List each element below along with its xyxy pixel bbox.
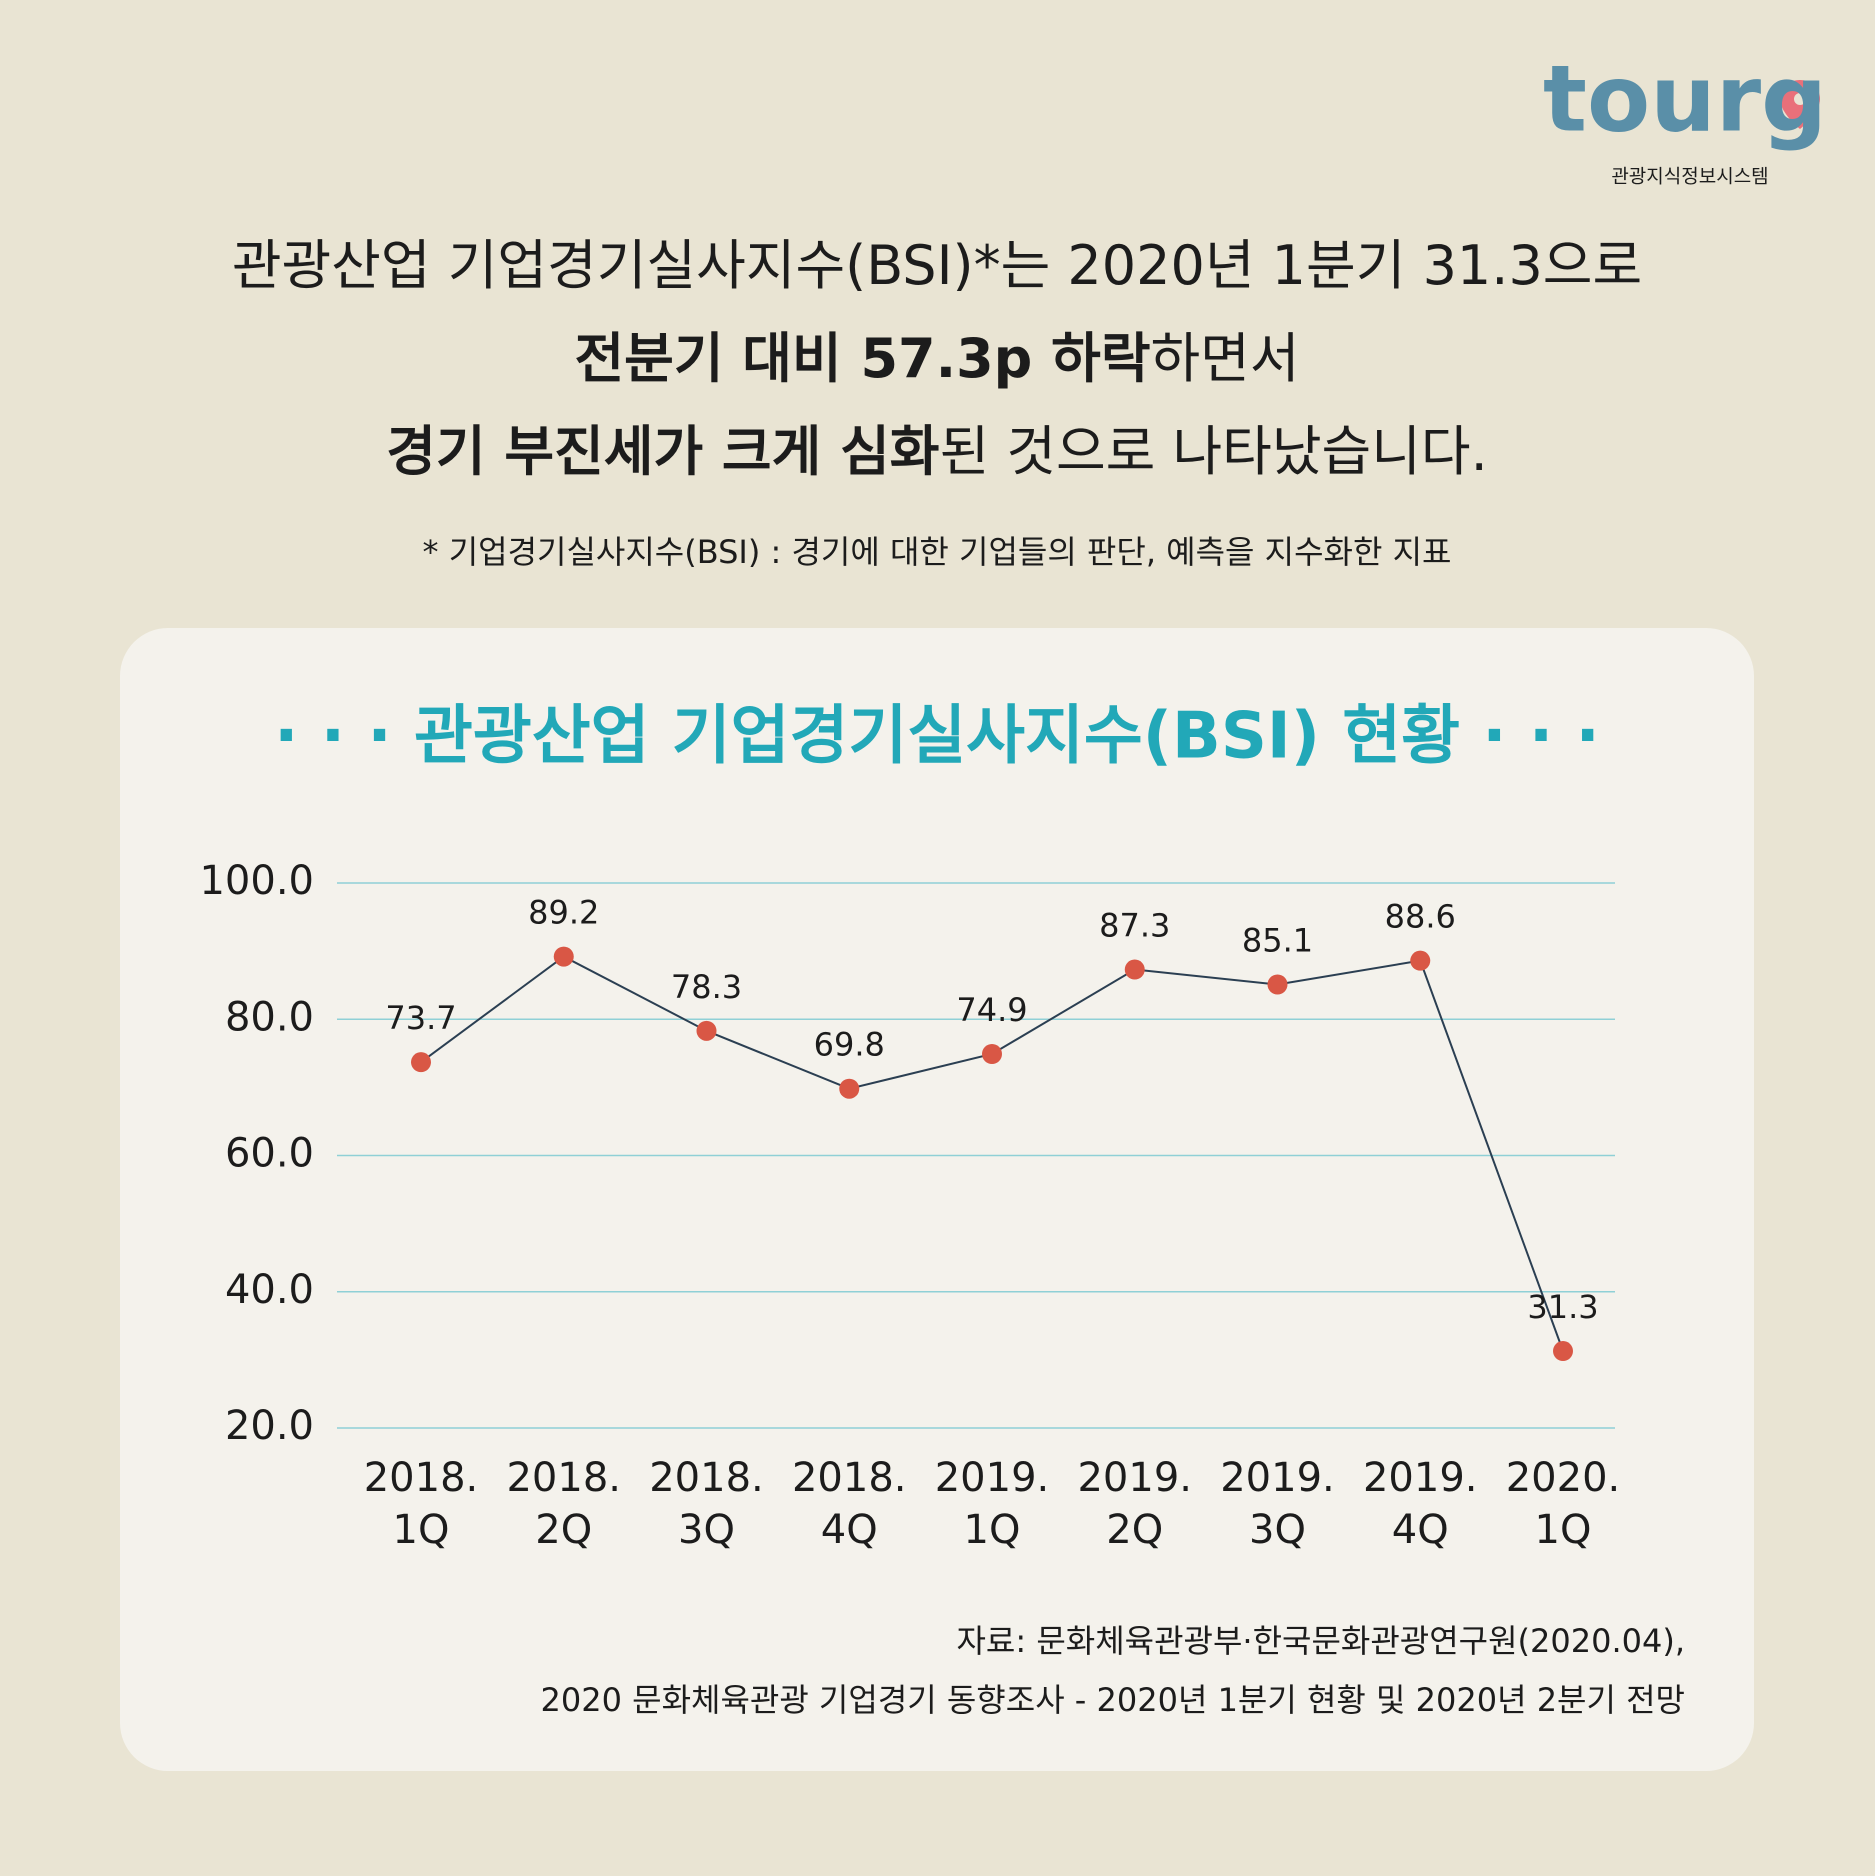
data-label: 31.3 [1527,1288,1598,1326]
data-point [839,1078,860,1099]
data-label: 88.6 [1385,898,1456,936]
data-label: 69.8 [814,1026,885,1064]
x-tick-label: 2020. 1Q [1506,1455,1621,1553]
headline-segment: 경기 부진세가 크게 심화 [386,420,939,483]
logo-pin-dot [1794,93,1806,105]
logo-subtitle: 관광지식정보시스템 [1611,166,1768,188]
data-label: 74.9 [956,991,1027,1029]
x-tick-label: 2018. 1Q [364,1455,479,1553]
data-point [1267,974,1288,995]
chart-title: · · · 관광산업 기업경기실사지수(BSI) 현황 · · · [274,700,1600,774]
logo-text: tourg [1543,45,1827,152]
y-tick-label: 80.0 [225,994,314,1040]
y-tick-label: 100.0 [199,858,314,904]
data-label: 89.2 [528,894,599,932]
headline-line: 전분기 대비 57.3p 하락하면서 [574,327,1299,390]
data-point [1410,950,1431,971]
x-tick-label: 2019. 1Q [935,1455,1050,1553]
headline-segment: 하면서 [1151,327,1300,390]
data-point [982,1043,1002,1064]
y-tick-label: 20.0 [225,1403,314,1449]
headline-line: 관광산업 기업경기실사지수(BSI)*는 2020년 1분기 31.3으로 [232,234,1642,297]
source-line: 2020 문화체육관광 기업경기 동향조사 - 2020년 1분기 현황 및 2… [541,1681,1685,1719]
data-point [1553,1341,1573,1362]
y-tick-label: 40.0 [225,1267,314,1313]
headline-line: 경기 부진세가 크게 심화된 것으로 나타났습니다. [386,420,1488,483]
data-label: 85.1 [1242,922,1313,960]
data-point [411,1052,431,1073]
data-point [1124,959,1145,980]
data-label: 73.7 [385,999,456,1037]
data-label: 87.3 [1099,907,1170,945]
chart-card [120,628,1754,1771]
x-tick-label: 2019. 2Q [1077,1455,1192,1553]
x-tick-label: 2019. 4Q [1363,1455,1478,1553]
headline-segment: 관광산업 기업경기실사지수(BSI)*는 2020년 1분기 31.3으로 [232,234,1642,297]
note: * 기업경기실사지수(BSI) : 경기에 대한 기업들의 판단, 예측을 지수… [423,533,1452,571]
data-point [553,946,574,967]
headline-segment: 전분기 대비 57.3p 하락 [574,327,1150,390]
data-point [696,1020,717,1041]
x-tick-label: 2019. 3Q [1220,1455,1335,1553]
x-tick-label: 2018. 2Q [506,1455,621,1553]
x-tick-label: 2018. 4Q [792,1455,907,1553]
source-line: 자료: 문화체육관광부·한국문화관광연구원(2020.04), [956,1622,1685,1660]
y-tick-label: 60.0 [225,1131,314,1177]
x-tick-label: 2018. 3Q [649,1455,764,1553]
data-label: 78.3 [671,968,742,1006]
headline-segment: 된 것으로 나타났습니다. [939,420,1487,483]
